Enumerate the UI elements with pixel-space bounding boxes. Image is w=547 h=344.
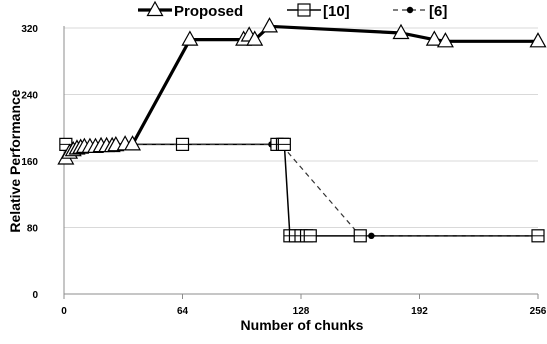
y-tick-label: 160 (21, 157, 38, 168)
data-point-series-2 (175, 137, 190, 151)
data-point-series-3 (368, 232, 375, 240)
chart-legend: Proposed [10] [6] (138, 0, 447, 20)
data-point-series-1 (246, 30, 264, 46)
series-line-3 (65, 143, 538, 237)
y-tick-label: 80 (27, 224, 39, 235)
x-tick-label: 192 (411, 306, 428, 317)
data-point-series-2 (303, 229, 317, 243)
legend-swatch-marker (406, 6, 414, 14)
x-tick-label: 0 (61, 306, 67, 317)
y-tick-label: 240 (21, 91, 38, 102)
x-tick-label: 256 (530, 306, 547, 317)
legend-label: Proposed (174, 3, 243, 20)
data-point-series-1 (529, 32, 547, 48)
legend-swatch-marker (297, 3, 311, 17)
legend-swatch-marker (146, 0, 164, 17)
y-tick-label: 320 (21, 24, 38, 35)
x-tick-label: 128 (293, 306, 310, 317)
series-layer (57, 17, 547, 243)
y-axis-title: Relative Performance (7, 89, 23, 232)
data-point-series-2 (353, 229, 367, 243)
data-point-series-2 (531, 229, 545, 243)
data-point-series-2 (277, 137, 291, 151)
series-line-2 (65, 143, 538, 237)
data-point-series-1 (392, 23, 410, 40)
y-tick-label: 0 (32, 290, 38, 301)
data-point-series-1 (261, 17, 279, 33)
tick-labels: 0 80 160 240 320 0 64 128 192 256 (21, 24, 546, 317)
chart-axes (63, 26, 539, 299)
gridlines (64, 27, 538, 228)
legend-label: [10] (323, 3, 350, 20)
series-line-1 (64, 24, 538, 160)
x-axis-title: Number of chunks (241, 317, 364, 333)
data-point-series-1 (123, 135, 142, 151)
legend-label: [6] (429, 3, 447, 20)
data-point-series-1 (181, 30, 199, 46)
data-point-series-1 (436, 32, 454, 48)
data-point-series-1 (425, 30, 443, 46)
x-tick-label: 64 (177, 306, 189, 317)
